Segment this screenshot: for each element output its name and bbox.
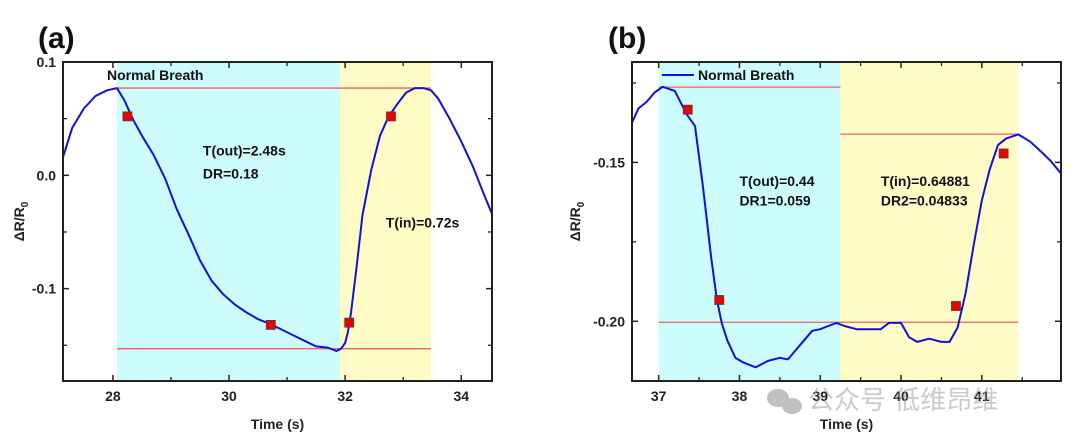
watermark: 公众号 低维昂维 (767, 386, 998, 416)
x-axis-title: Time (s) (251, 416, 304, 432)
data-marker (714, 295, 725, 305)
x-axis-title: Time (s) (820, 416, 873, 432)
y-axis-title: ΔR/R0 (11, 201, 31, 241)
y-axis-title: ΔR/R0 (567, 201, 587, 241)
annotation-label: DR1=0.059 (739, 192, 810, 208)
x-tick-label: 38 (732, 388, 748, 404)
x-tick-label: 34 (453, 388, 469, 404)
panel-b: T(out)=0.44 DR1=0.059 T(in)=0.64881 DR2=0.0… (567, 22, 1062, 432)
wechat-icon-bubble (782, 398, 802, 414)
annotation-label: T(in)=0.72s (386, 214, 460, 230)
annotation-label: T(in)=0.64881 (881, 173, 970, 189)
x-tick-label: 32 (337, 388, 353, 404)
annotation-label: T(out)=0.44 (739, 173, 814, 189)
x-tick-label: 39 (812, 388, 828, 404)
x-tick-label: 40 (893, 388, 909, 404)
panel-label: (a) (38, 22, 75, 55)
annotation-label: DR2=0.04833 (881, 192, 968, 208)
data-marker (265, 320, 276, 330)
shaded-region-exhale (658, 62, 841, 381)
data-marker (951, 301, 961, 311)
shaded-region-inhale (840, 62, 1019, 381)
y-tick-label: 0.0 (37, 167, 57, 183)
shaded-region-inhale (339, 62, 432, 381)
shaded-region-exhale (116, 62, 340, 381)
data-marker (344, 317, 355, 328)
annotation-label: DR=0.18 (203, 166, 259, 182)
y-tick-label: -0.1 (32, 281, 56, 297)
y-axis-title-main: ΔR/R (567, 207, 583, 241)
legend-label: Normal Breath (107, 67, 203, 83)
y-tick-label: -0.20 (593, 313, 625, 329)
data-marker (998, 148, 1009, 159)
annotation-label: T(out)=2.48s (203, 142, 286, 158)
data-marker (386, 111, 396, 122)
axes-frame (631, 61, 1062, 382)
y-tick-label: -0.15 (593, 154, 625, 170)
panel-label: (b) (608, 22, 646, 55)
data-marker (682, 104, 693, 115)
panel-a: T(out)=2.48s DR=0.18 T(in)=0.72s Normal Bre… (11, 22, 493, 432)
series-line-normal-breath (63, 87, 492, 352)
watermark-text: 公众号 低维昂维 (808, 386, 998, 416)
y-axis-title-subscript: 0 (576, 201, 587, 207)
y-axis-title-main: ΔR/R (11, 207, 27, 241)
x-tick-label: 37 (651, 388, 667, 404)
y-tick-label: 0.1 (37, 54, 57, 70)
x-tick-label: 28 (105, 388, 121, 404)
data-marker (122, 111, 133, 122)
x-tick-label: 41 (974, 388, 990, 404)
axes-frame (62, 61, 493, 382)
series-line-normal-breath (632, 85, 1061, 369)
y-axis-title-subscript: 0 (20, 201, 31, 207)
x-tick-label: 30 (221, 388, 237, 404)
legend-label: Normal Breath (698, 67, 794, 83)
